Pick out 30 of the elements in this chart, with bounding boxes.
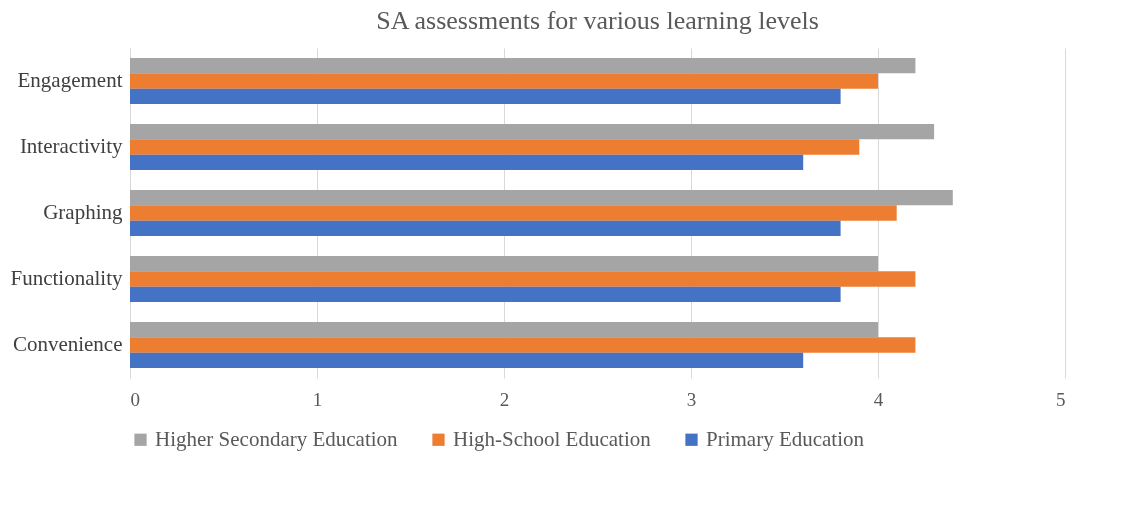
bar — [130, 205, 897, 221]
bar — [130, 154, 804, 171]
bar — [130, 271, 916, 287]
legend-label: Primary Education — [706, 426, 865, 451]
x-tick-label: 0 — [130, 388, 140, 410]
x-tick-label: 4 — [873, 388, 884, 410]
chart-title: SA assessments for various learning levels — [376, 6, 819, 35]
x-tick-label: 1 — [312, 388, 323, 410]
legend-label: High-School Education — [453, 426, 652, 451]
bar — [130, 286, 841, 303]
legend-label: Higher Secondary Education — [155, 426, 399, 451]
x-tick-label: 5 — [1056, 388, 1066, 410]
bar — [130, 73, 878, 89]
bar — [130, 337, 916, 353]
bar — [130, 321, 878, 338]
bar — [130, 189, 953, 206]
bar — [130, 88, 841, 105]
x-tick-label: 3 — [686, 388, 697, 410]
y-tick-label: Engagement — [17, 68, 123, 92]
bar — [130, 220, 841, 237]
bar — [130, 139, 860, 155]
y-tick-label: Functionality — [10, 266, 123, 290]
bar — [130, 57, 916, 74]
y-tick-label: Graphing — [43, 200, 123, 224]
y-tick-label: Convenience — [12, 332, 123, 356]
bar — [130, 255, 878, 272]
x-tick-label: 2 — [499, 388, 510, 410]
bar — [130, 352, 804, 369]
bar — [130, 123, 935, 140]
y-tick-label: Interactivity — [19, 134, 123, 158]
